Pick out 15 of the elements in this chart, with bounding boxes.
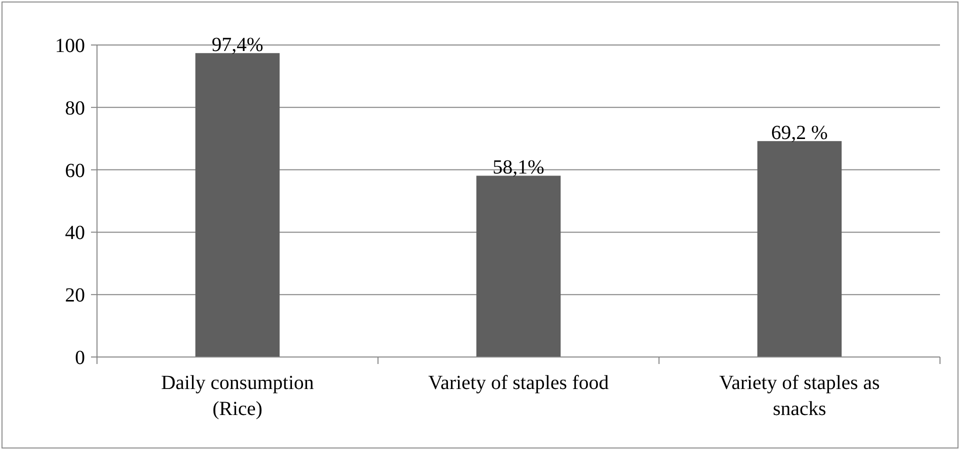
data-label: 97,4%: [212, 34, 264, 56]
data-label: 69,2 %: [771, 122, 828, 144]
y-tick-label: 80: [65, 97, 85, 120]
y-tick-label: 40: [65, 222, 85, 244]
data-label: 58,1%: [492, 156, 544, 179]
y-tick-label: 100: [55, 35, 85, 57]
x-tick-label: Variety of staples food: [428, 372, 609, 394]
x-tick-label: Daily consumption (Rice): [161, 372, 314, 420]
y-tick-label: 0: [75, 347, 85, 369]
y-tick-label: 60: [65, 160, 85, 182]
bar: [757, 141, 842, 357]
y-tick-label: 20: [65, 284, 85, 307]
bar: [476, 176, 561, 357]
bar: [195, 53, 280, 357]
x-tick-label: Variety of staples as snacks: [719, 372, 880, 420]
